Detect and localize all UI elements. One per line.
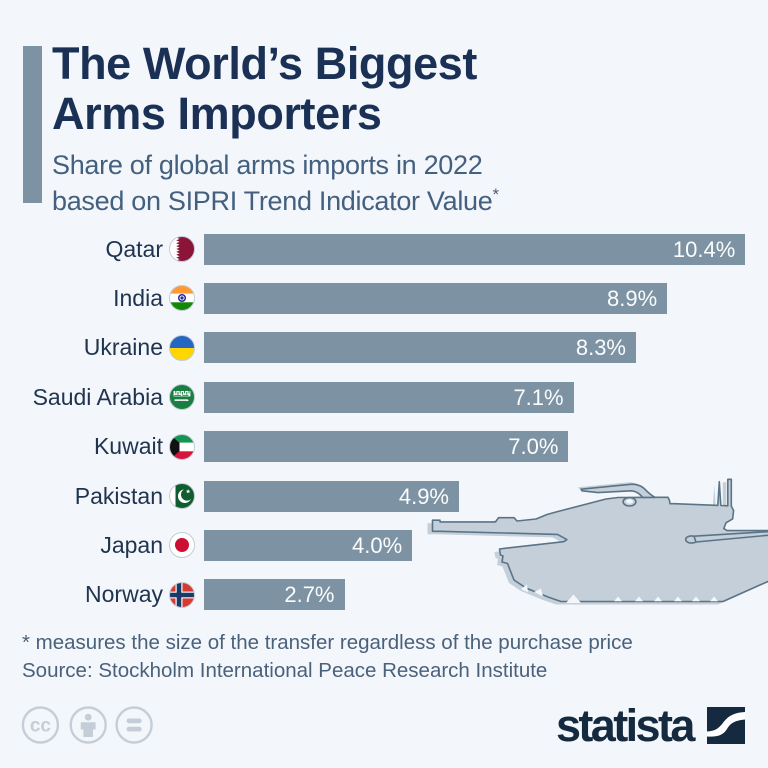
svg-text:cc: cc xyxy=(30,716,52,737)
